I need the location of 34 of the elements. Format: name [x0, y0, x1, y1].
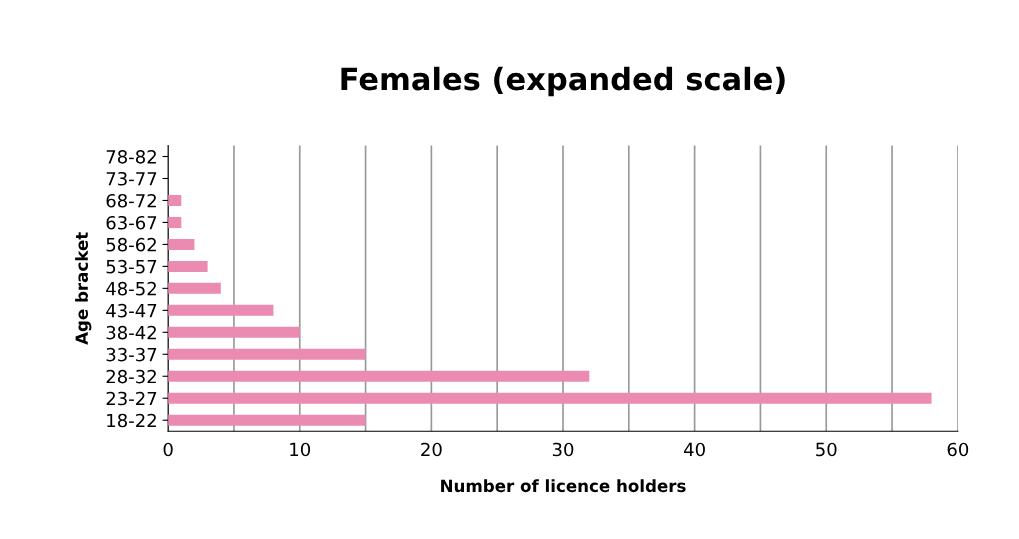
- bar: [168, 392, 932, 404]
- bar: [168, 326, 300, 338]
- chart-title: Females (expanded scale): [341, 66, 785, 97]
- x-tick-label: 60: [947, 442, 969, 457]
- bar: [168, 370, 590, 382]
- bar: [168, 348, 366, 360]
- y-tick-label: 33-37: [106, 347, 157, 362]
- x-tick-label: 10: [290, 442, 311, 457]
- bar: [168, 414, 366, 426]
- x-tick-label: 50: [816, 442, 837, 457]
- y-tick-label: 48-52: [106, 281, 156, 296]
- y-tick-label: 58-62: [106, 237, 156, 252]
- y-tick-label: 68-72: [106, 193, 156, 208]
- x-tick-label: 30: [552, 442, 574, 457]
- bar: [168, 260, 208, 272]
- y-tick-label: 43-47: [106, 303, 157, 318]
- y-tick-label: 18-22: [107, 413, 156, 428]
- y-tick-label: 73-77: [106, 171, 157, 186]
- bar: [168, 304, 274, 316]
- y-tick-label: 28-32: [106, 369, 156, 384]
- x-axis-title: Number of licence holders: [441, 479, 686, 493]
- y-tick-label: 38-42: [106, 325, 156, 340]
- y-tick-label: 53-57: [106, 259, 157, 274]
- bar: [168, 194, 182, 206]
- bar: [168, 238, 195, 250]
- x-tick-label: 0: [163, 442, 173, 457]
- x-tick-label: 40: [684, 442, 705, 457]
- y-tick-label: 63-67: [106, 215, 157, 230]
- bar: [168, 216, 182, 228]
- y-axis-title: Age bracket: [75, 232, 92, 345]
- bar: [168, 282, 221, 294]
- y-tick-label: 78-82: [106, 149, 156, 164]
- x-tick-label: 20: [421, 442, 442, 457]
- y-tick-label: 23-27: [106, 391, 157, 406]
